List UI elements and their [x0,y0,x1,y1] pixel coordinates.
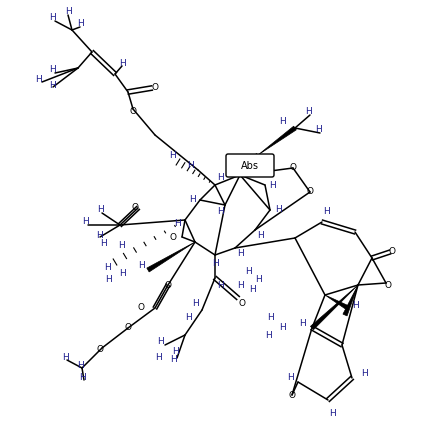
Text: H: H [189,195,195,205]
Text: H: H [169,152,176,160]
Text: O: O [124,323,132,333]
Polygon shape [343,285,358,316]
Text: H: H [192,298,198,308]
Text: H: H [138,261,145,271]
Text: O: O [385,281,392,289]
Text: H: H [118,240,125,250]
Text: H: H [257,230,264,239]
Text: H: H [49,14,55,22]
Text: H: H [96,205,103,215]
Text: H: H [49,80,55,90]
Text: H: H [269,180,276,190]
Text: H: H [280,118,286,126]
Polygon shape [147,242,195,272]
Text: H: H [266,313,273,323]
Polygon shape [258,126,297,155]
Text: O: O [151,83,159,93]
Text: H: H [244,267,251,277]
Text: H: H [255,275,261,284]
Text: H: H [352,301,359,309]
Text: H: H [172,347,179,357]
Text: H: H [49,66,55,74]
Text: O: O [132,202,138,212]
Text: H: H [62,353,69,361]
Text: H: H [217,173,223,181]
Text: H: H [187,160,193,170]
Text: H: H [330,409,336,417]
Text: H: H [170,356,176,364]
Text: H: H [118,270,125,278]
Text: O: O [289,163,297,173]
Text: H: H [217,281,223,289]
Text: Abs: Abs [241,161,259,171]
Text: H: H [287,372,294,382]
Text: H: H [155,354,162,363]
Text: H: H [65,7,71,17]
Polygon shape [325,295,349,310]
Text: H: H [157,337,163,347]
Text: H: H [279,323,286,333]
Text: O: O [129,108,137,117]
Text: H: H [305,108,311,117]
Text: H: H [118,59,125,67]
Text: O: O [96,346,104,354]
Text: H: H [236,281,243,289]
Text: O: O [288,391,296,399]
Polygon shape [310,285,358,329]
Text: O: O [137,304,145,312]
Text: H: H [173,218,180,228]
Text: H: H [315,125,321,135]
Text: O: O [307,187,313,197]
Text: H: H [79,374,85,382]
Text: O: O [165,281,171,289]
Text: H: H [104,275,111,284]
Polygon shape [240,153,260,175]
Text: H: H [249,285,255,295]
Text: H: H [77,361,83,371]
Text: H: H [275,205,281,215]
Text: H: H [299,319,305,327]
Text: H: H [361,368,367,378]
Text: O: O [388,247,396,257]
Text: O: O [169,232,176,242]
Text: H: H [212,259,218,267]
Text: H: H [265,330,272,340]
Text: H: H [184,313,191,323]
Text: H: H [236,249,243,257]
Text: H: H [77,20,83,28]
Text: H: H [82,218,88,226]
Text: H: H [100,239,107,247]
Text: H: H [104,264,110,273]
Text: H: H [35,76,41,84]
FancyBboxPatch shape [226,154,274,177]
Text: H: H [96,230,102,239]
Text: H: H [217,208,223,216]
Text: H: H [324,208,330,216]
Text: O: O [239,298,245,308]
